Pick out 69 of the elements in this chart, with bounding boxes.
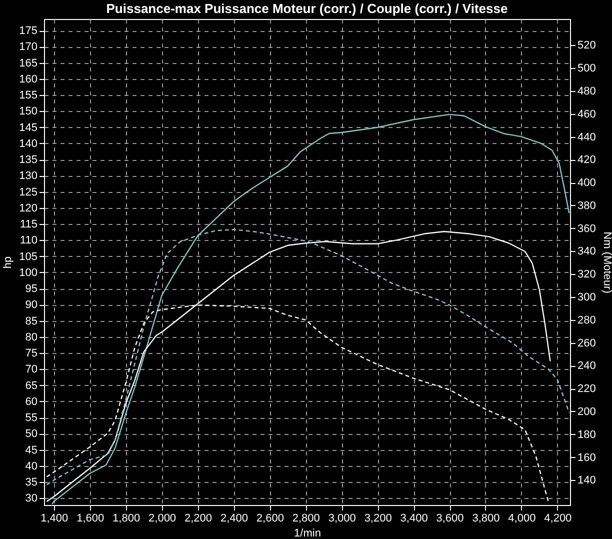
y-tick-label: 115 (20, 218, 38, 231)
y2-tick-label: 200 (578, 406, 596, 418)
y-tick-label: 135 (19, 154, 38, 166)
y-tick-label: 65 (25, 380, 38, 392)
y2-tick-label: 140 (578, 474, 596, 487)
y2-tick-label: 460 (578, 108, 596, 120)
y2-tick-label: 220 (578, 383, 596, 396)
y2-tick-label: 260 (578, 337, 596, 350)
y-tick-label: 170 (19, 41, 38, 54)
y2-tick-label: 340 (578, 246, 596, 258)
x-tick-label: 3,000 (328, 512, 356, 524)
y2-tick-label: 280 (578, 314, 596, 326)
x-axis-title: 1/min (294, 528, 321, 539)
y2-tick-label: 360 (578, 222, 596, 235)
x-tick-label: 3,400 (400, 512, 428, 524)
y-tick-label: 140 (19, 138, 38, 150)
y-tick-label: 130 (19, 170, 38, 182)
y-tick-label: 35 (25, 476, 38, 489)
y2-tick-label: 180 (578, 428, 596, 441)
x-tick-label: 2,400 (220, 512, 248, 524)
y-tick-label: 110 (20, 234, 38, 247)
x-tick-label: 4,200 (544, 512, 572, 524)
y-tick-label: 45 (25, 444, 38, 456)
y2-axis-title: Nm (Moteur) (600, 232, 612, 294)
y-tick-label: 105 (19, 250, 38, 263)
y2-tick-label: 440 (578, 131, 596, 144)
y2-tick-label: 320 (578, 268, 596, 281)
x-tick-label: 3,600 (436, 512, 464, 524)
y-axis-title: hp (2, 256, 14, 269)
x-tick-label: 2,800 (292, 512, 320, 524)
y-tick-label: 40 (25, 460, 38, 472)
x-tick-label: 3,800 (472, 512, 500, 524)
x-tick-label: 2,000 (148, 512, 176, 524)
y-tick-label: 165 (19, 57, 38, 70)
y-tick-label: 160 (19, 73, 38, 86)
y-tick-label: 70 (25, 364, 38, 376)
y-tick-label: 125 (19, 186, 38, 198)
y2-tick-label: 400 (578, 177, 596, 190)
x-tick-label: 4,000 (508, 512, 536, 524)
x-tick-label: 1,600 (76, 512, 104, 524)
y-tick-label: 75 (25, 348, 38, 360)
y-tick-label: 90 (25, 299, 38, 312)
y2-tick-label: 480 (578, 85, 596, 98)
y-tick-label: 120 (19, 202, 38, 214)
y2-tick-label: 520 (578, 40, 596, 52)
x-tick-label: 3,200 (364, 512, 392, 524)
y2-tick-label: 420 (578, 154, 596, 166)
x-tick-label: 1,400 (40, 512, 68, 524)
y-tick-label: 55 (25, 412, 38, 424)
x-tick-label: 1,800 (112, 512, 140, 524)
y-tick-label: 100 (19, 266, 38, 279)
y-tick-label: 155 (19, 90, 38, 102)
y-tick-label: 50 (25, 428, 38, 440)
y2-tick-label: 380 (578, 200, 596, 212)
y-tick-label: 145 (19, 122, 38, 134)
y-tick-label: 175 (19, 25, 38, 38)
y-tick-label: 30 (25, 492, 38, 505)
y2-tick-label: 300 (578, 292, 596, 304)
y-tick-label: 150 (19, 106, 38, 118)
y-tick-label: 95 (25, 283, 38, 296)
y2-tick-label: 160 (578, 452, 596, 464)
y2-tick-label: 240 (578, 360, 596, 372)
y-tick-label: 85 (25, 315, 38, 328)
y-tick-label: 80 (25, 331, 38, 344)
x-tick-label: 2,600 (256, 512, 284, 524)
y2-tick-label: 500 (578, 62, 596, 75)
x-tick-label: 2,200 (184, 512, 212, 524)
chart-title: Puissance-max Puissance Moteur (corr.) / Couple (corr.) / Vitesse (106, 1, 508, 16)
y-tick-label: 60 (25, 396, 38, 408)
